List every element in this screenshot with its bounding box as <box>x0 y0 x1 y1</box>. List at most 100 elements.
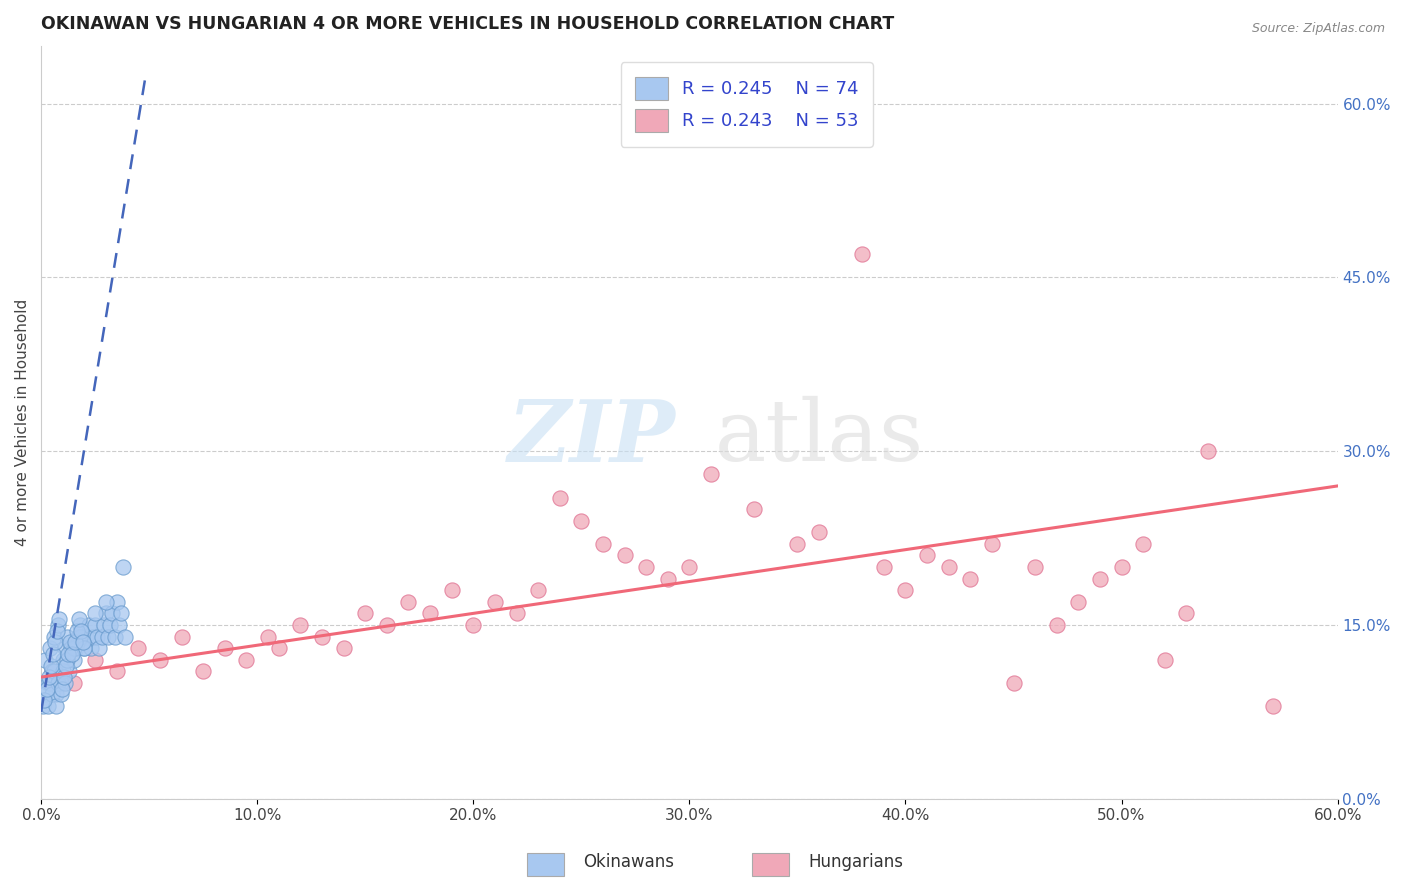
Point <box>70 630 93 644</box>
Point <box>112 560 135 574</box>
Point <box>94 595 117 609</box>
Point <box>93 618 115 632</box>
Point <box>108 618 131 632</box>
Point <box>1197 444 1219 458</box>
Point <box>1153 653 1175 667</box>
Point <box>38 670 60 684</box>
Point <box>58 665 80 679</box>
Point <box>267 641 290 656</box>
Point <box>127 641 149 656</box>
Point <box>1046 618 1069 632</box>
Point <box>613 549 636 563</box>
Point <box>257 630 280 644</box>
Text: Okinawans: Okinawans <box>583 853 675 871</box>
Point <box>375 618 398 632</box>
Point <box>1067 595 1090 609</box>
Point <box>1002 676 1025 690</box>
Point <box>52 653 75 667</box>
Point <box>66 624 89 638</box>
Point <box>873 560 896 574</box>
Point <box>32 699 55 714</box>
Point <box>657 572 679 586</box>
Point <box>463 618 485 632</box>
Point <box>808 525 831 540</box>
Point <box>193 665 215 679</box>
Point <box>527 583 550 598</box>
Point <box>84 653 107 667</box>
Point <box>398 595 420 609</box>
Point <box>980 537 1002 551</box>
Point <box>62 647 84 661</box>
Point <box>44 635 66 649</box>
Text: OKINAWAN VS HUNGARIAN 4 OR MORE VEHICLES IN HOUSEHOLD CORRELATION CHART: OKINAWAN VS HUNGARIAN 4 OR MORE VEHICLES… <box>41 15 894 33</box>
Point <box>84 607 107 621</box>
Point <box>55 658 77 673</box>
Point <box>332 641 354 656</box>
Point <box>49 676 72 690</box>
Point <box>101 607 124 621</box>
Point <box>1111 560 1133 574</box>
Point <box>41 665 63 679</box>
Point <box>89 641 111 656</box>
Point <box>62 676 84 690</box>
Point <box>45 688 67 702</box>
Point <box>149 653 172 667</box>
Point <box>290 618 312 632</box>
Point <box>97 630 120 644</box>
Point <box>114 630 136 644</box>
Point <box>56 647 79 661</box>
Point <box>569 514 592 528</box>
Point <box>311 630 333 644</box>
Point <box>915 549 938 563</box>
Point <box>48 618 70 632</box>
Point <box>354 607 377 621</box>
Point <box>48 612 70 626</box>
Point <box>59 635 82 649</box>
Point <box>938 560 960 574</box>
Point <box>636 560 658 574</box>
Point <box>45 699 67 714</box>
Point <box>48 676 70 690</box>
Point <box>49 688 72 702</box>
Text: ZIP: ZIP <box>508 395 676 479</box>
Text: Source: ZipAtlas.com: Source: ZipAtlas.com <box>1251 22 1385 36</box>
Point <box>1024 560 1046 574</box>
Point <box>67 612 90 626</box>
Point <box>548 491 571 505</box>
Point <box>38 641 60 656</box>
Point <box>62 653 84 667</box>
Text: atlas: atlas <box>714 396 924 479</box>
Point <box>1261 699 1284 714</box>
Point <box>53 641 76 656</box>
Point <box>742 502 765 516</box>
Point <box>894 583 917 598</box>
Point <box>700 467 723 482</box>
Point <box>1132 537 1154 551</box>
Point <box>90 630 112 644</box>
Point <box>82 630 104 644</box>
Point <box>86 630 108 644</box>
Point <box>786 537 808 551</box>
Point <box>851 247 873 261</box>
Point <box>35 681 58 696</box>
Point <box>34 653 56 667</box>
Point <box>51 681 73 696</box>
Point <box>103 630 125 644</box>
Point <box>52 665 75 679</box>
Point <box>959 572 981 586</box>
Point <box>94 607 117 621</box>
Point <box>42 630 65 644</box>
Point <box>63 635 86 649</box>
Point <box>440 583 463 598</box>
Point <box>34 688 56 702</box>
Y-axis label: 4 or more Vehicles in Household: 4 or more Vehicles in Household <box>15 299 30 546</box>
Point <box>77 618 100 632</box>
Point <box>38 676 60 690</box>
Point <box>73 641 96 656</box>
Point <box>419 607 441 621</box>
Point <box>53 676 76 690</box>
Point <box>76 630 98 644</box>
Point <box>1088 572 1111 586</box>
Point <box>235 653 257 667</box>
Point <box>214 641 236 656</box>
